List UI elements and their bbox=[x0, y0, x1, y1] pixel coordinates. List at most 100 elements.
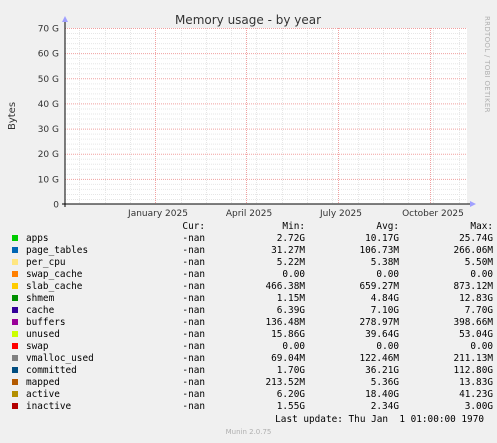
legend-cur-value: -nan bbox=[182, 317, 205, 328]
legend-series-name: vmalloc_used bbox=[26, 353, 94, 364]
legend-cur-value: -nan bbox=[182, 269, 205, 280]
legend-max-value: 0.00 bbox=[470, 341, 493, 352]
legend-max-value: 0.00 bbox=[470, 269, 493, 280]
legend-header-cur: Cur: bbox=[182, 221, 205, 232]
legend-swatch bbox=[12, 281, 26, 293]
legend-avg-value: 2.34G bbox=[370, 401, 399, 412]
legend-cur-value: -nan bbox=[182, 401, 205, 412]
legend-row: cache -nan 6.39G 7.10G 7.70G bbox=[12, 305, 493, 317]
legend-cur-value: -nan bbox=[182, 245, 205, 256]
legend-avg-value: 10.17G bbox=[365, 233, 399, 244]
legend-swatch bbox=[12, 257, 26, 269]
legend-header-row: Cur: Min: Avg: Max: bbox=[12, 221, 493, 233]
legend-row: committed -nan 1.70G 36.21G 112.80G bbox=[12, 365, 493, 377]
legend-row: slab_cache -nan 466.38M 659.27M 873.12M bbox=[12, 281, 493, 293]
y-tick-label: 20 G bbox=[38, 150, 59, 160]
legend-min-value: 1.55G bbox=[276, 401, 305, 412]
legend-cur-value: -nan bbox=[182, 305, 205, 316]
y-tick-labels: 0 10 G 20 G 30 G 40 G 50 G 60 G 70 G bbox=[38, 25, 60, 211]
legend-swatch bbox=[12, 353, 26, 365]
legend-cur-value: -nan bbox=[182, 293, 205, 304]
legend-row: unused -nan 15.86G 39.64G 53.04G bbox=[12, 329, 493, 341]
legend-cur-value: -nan bbox=[182, 353, 205, 364]
legend-max-value: 3.00G bbox=[464, 401, 493, 412]
legend-max-value: 13.83G bbox=[459, 377, 493, 388]
legend-swatch bbox=[12, 377, 26, 389]
legend-row: page_tables -nan 31.27M 106.73M 266.06M bbox=[12, 245, 493, 257]
x-tick-label: January 2025 bbox=[127, 209, 188, 219]
legend-swatch bbox=[12, 389, 26, 401]
legend-row: per_cpu -nan 5.22M 5.38M 5.50M bbox=[12, 257, 493, 269]
legend-max-value: 7.70G bbox=[464, 305, 493, 316]
legend-series-name: unused bbox=[26, 329, 60, 340]
legend-min-value: 2.72G bbox=[276, 233, 305, 244]
legend-min-value: 1.15M bbox=[276, 293, 305, 304]
legend-row: buffers -nan 136.48M 278.97M 398.66M bbox=[12, 317, 493, 329]
legend-cur-value: -nan bbox=[182, 233, 205, 244]
legend-avg-value: 0.00 bbox=[376, 341, 399, 352]
x-tick-label: April 2025 bbox=[226, 209, 272, 219]
legend-min-value: 6.20G bbox=[276, 389, 305, 400]
legend-header-max: Max: bbox=[470, 221, 493, 232]
legend-series-name: active bbox=[26, 389, 60, 400]
legend-series-name: buffers bbox=[26, 317, 66, 328]
y-axis-arrow bbox=[62, 16, 68, 22]
legend-max-value: 398.66M bbox=[453, 317, 493, 328]
legend-cur-value: -nan bbox=[182, 257, 205, 268]
legend-series-name: cache bbox=[26, 305, 55, 316]
y-tick-label: 50 G bbox=[38, 75, 59, 85]
legend-swatch bbox=[12, 329, 26, 341]
legend-series-name: swap bbox=[26, 341, 49, 352]
legend-max-value: 53.04G bbox=[459, 329, 493, 340]
legend-avg-value: 18.40G bbox=[365, 389, 399, 400]
legend-swatch bbox=[12, 269, 26, 281]
legend-swatch bbox=[12, 245, 26, 257]
legend-avg-value: 0.00 bbox=[376, 269, 399, 280]
legend-row: apps -nan 2.72G 10.17G 25.74G bbox=[12, 233, 493, 245]
legend-avg-value: 4.84G bbox=[370, 293, 399, 304]
legend-max-value: 266.06M bbox=[453, 245, 493, 256]
legend-min-value: 31.27M bbox=[271, 245, 305, 256]
x-tick-label: July 2025 bbox=[319, 209, 362, 219]
legend-avg-value: 36.21G bbox=[365, 365, 399, 376]
legend-min-value: 0.00 bbox=[282, 269, 305, 280]
legend-min-value: 6.39G bbox=[276, 305, 305, 316]
legend-min-value: 69.04M bbox=[271, 353, 305, 364]
legend-row: swap_cache -nan 0.00 0.00 0.00 bbox=[12, 269, 493, 281]
legend-swatch bbox=[12, 293, 26, 305]
legend-swatch bbox=[12, 317, 26, 329]
legend-avg-value: 659.27M bbox=[359, 281, 399, 292]
legend-cur-value: -nan bbox=[182, 365, 205, 376]
legend-row: swap -nan 0.00 0.00 0.00 bbox=[12, 341, 493, 353]
x-axis-arrow bbox=[470, 201, 476, 207]
legend-max-value: 873.12M bbox=[453, 281, 493, 292]
y-tick-label: 60 G bbox=[38, 50, 59, 60]
legend-header-avg: Avg: bbox=[376, 221, 399, 232]
legend-series-name: apps bbox=[26, 233, 49, 244]
major-grid bbox=[65, 28, 467, 204]
legend-cur-value: -nan bbox=[182, 341, 205, 352]
chart-title: Memory usage - by year bbox=[175, 13, 321, 27]
legend-series-name: swap_cache bbox=[26, 269, 83, 280]
legend-series-name: committed bbox=[26, 365, 77, 376]
legend-series-name: inactive bbox=[26, 401, 72, 412]
legend-avg-value: 5.36G bbox=[370, 377, 399, 388]
legend-max-value: 41.23G bbox=[459, 389, 493, 400]
y-tick-label: 10 G bbox=[38, 175, 59, 185]
legend-series-name: shmem bbox=[26, 293, 55, 304]
x-tick-labels: January 2025 April 2025 July 2025 October 2… bbox=[127, 209, 464, 219]
last-update: Last update: Thu Jan 1 01:00:00 1970 bbox=[275, 414, 484, 425]
legend-avg-value: 7.10G bbox=[370, 305, 399, 316]
legend-series-name: slab_cache bbox=[26, 281, 83, 292]
legend-max-value: 12.83G bbox=[459, 293, 493, 304]
munin-version: Munin 2.0.75 bbox=[225, 428, 272, 436]
legend-swatch bbox=[12, 305, 26, 317]
legend-row: shmem -nan 1.15M 4.84G 12.83G bbox=[12, 293, 493, 305]
legend-max-value: 25.74G bbox=[459, 233, 493, 244]
x-tick-label: October 2025 bbox=[402, 209, 464, 219]
legend-min-value: 136.48M bbox=[265, 317, 305, 328]
legend-row: inactive -nan 1.55G 2.34G 3.00G bbox=[12, 401, 493, 413]
legend-avg-value: 122.46M bbox=[359, 353, 399, 364]
legend-min-value: 213.52M bbox=[265, 377, 305, 388]
legend-series-name: per_cpu bbox=[26, 257, 66, 268]
